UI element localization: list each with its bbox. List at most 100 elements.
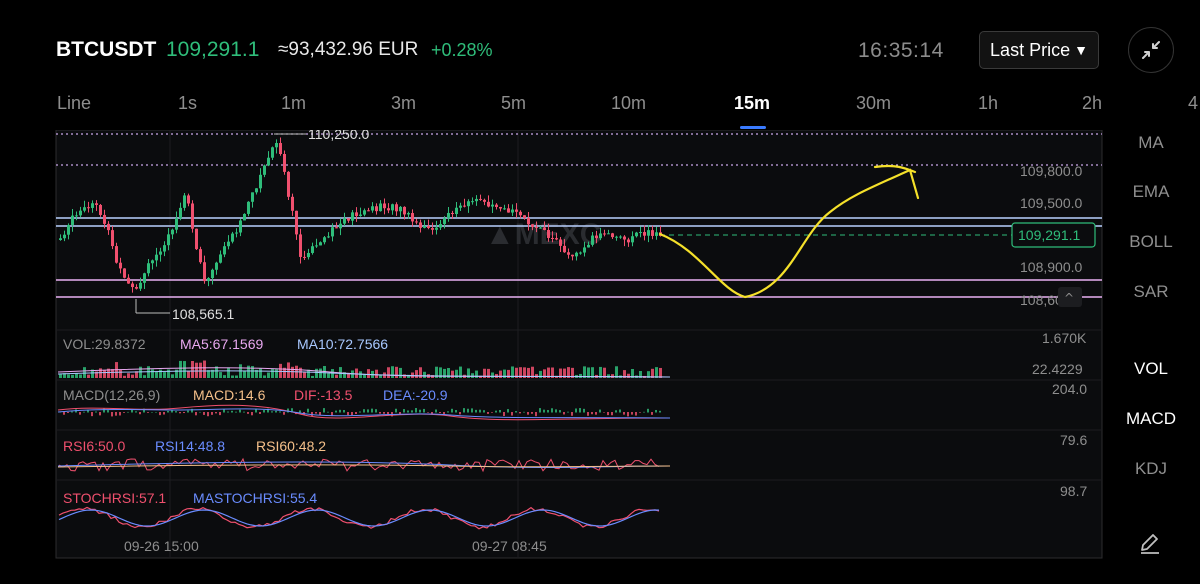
macd-bar — [147, 412, 149, 413]
macd-bar — [327, 411, 329, 413]
macd-bar — [555, 409, 557, 413]
price-source-dropdown[interactable]: Last Price ▼ — [979, 31, 1099, 69]
candle-body — [71, 215, 74, 225]
candle-body — [447, 212, 450, 219]
tab-1h[interactable]: 1h — [978, 93, 999, 113]
macd-bar — [399, 412, 401, 415]
indicator-ma[interactable]: MA — [1138, 133, 1164, 152]
candle-body — [227, 241, 230, 247]
macd-bar — [607, 412, 609, 416]
macd-bar — [591, 412, 593, 415]
candle-body — [627, 239, 630, 243]
candle-body — [215, 262, 218, 270]
macd-bar — [479, 409, 481, 413]
volume-bar — [395, 366, 398, 378]
macd-bar — [163, 412, 165, 415]
yellow-projection-drawing[interactable] — [658, 164, 920, 299]
candle-body — [623, 236, 626, 240]
volume-bar — [483, 368, 486, 378]
candle-body — [163, 245, 166, 252]
volume-bar — [127, 373, 130, 378]
candle-body — [323, 237, 326, 243]
volume-bar — [511, 366, 514, 378]
candle-body — [319, 242, 322, 246]
macd-bar — [331, 412, 333, 417]
macd-bar — [111, 412, 113, 417]
candle-body — [207, 278, 210, 282]
macd-bar — [507, 409, 509, 413]
indicator-ema[interactable]: EMA — [1132, 182, 1170, 201]
candle-body — [263, 165, 266, 175]
tab-30m[interactable]: 30m — [856, 93, 892, 113]
macd-bar — [91, 412, 93, 417]
macd-bar — [403, 409, 405, 413]
tab-10m[interactable]: 10m — [611, 93, 647, 113]
volume-bar — [647, 371, 650, 378]
macd-bar — [611, 412, 613, 416]
candlestick-chart[interactable]: ▲MEXC 110,250.0 108,565.1 109,800.0 109,… — [0, 130, 1110, 570]
macd-bar — [319, 412, 321, 416]
macd-bar — [439, 412, 441, 414]
volume-bar — [183, 361, 186, 378]
tab-5m[interactable]: 5m — [501, 93, 527, 113]
candle-body — [375, 206, 378, 212]
macd-bar — [315, 412, 317, 414]
candle-body — [351, 212, 354, 221]
volume-bar — [103, 370, 106, 378]
candle-body — [83, 207, 86, 211]
volume-bar — [219, 372, 222, 378]
macd-bar — [155, 411, 157, 413]
volume-bar — [659, 367, 662, 378]
indicator-vol[interactable]: VOL — [1133, 359, 1169, 378]
indicator-kdj[interactable]: KDJ — [1134, 459, 1168, 478]
volume-bar — [215, 366, 218, 378]
symbol-title[interactable]: BTCUSDT — [56, 38, 157, 61]
candle-body — [427, 226, 430, 229]
macd-bar — [99, 412, 101, 416]
candle-body — [143, 273, 146, 283]
candle-body — [147, 263, 150, 274]
candle-body — [203, 262, 206, 282]
tab-1s[interactable]: 1s — [178, 93, 198, 113]
chevron-down-icon: ▼ — [1074, 42, 1088, 58]
tab-3m[interactable]: 3m — [391, 93, 417, 113]
volume-bar — [291, 366, 294, 378]
macd-bar — [179, 412, 181, 414]
volume-bar — [419, 367, 422, 378]
macd-bar — [635, 412, 637, 416]
collapse-button[interactable] — [1128, 27, 1174, 73]
candle-body — [199, 249, 202, 263]
volume-bar — [327, 373, 330, 378]
volume-bar — [503, 369, 506, 378]
macd-bar — [275, 410, 277, 413]
macd-bar — [127, 411, 129, 413]
tab-15m[interactable]: 15m — [734, 93, 771, 113]
tab-2h[interactable]: 2h — [1082, 93, 1103, 113]
macd-bar — [291, 408, 293, 413]
indicator-macd[interactable]: MACD — [1125, 409, 1177, 428]
candle-body — [79, 210, 82, 216]
macd-bar — [287, 408, 289, 413]
volume-bar — [151, 369, 154, 378]
volume-bar — [515, 367, 518, 378]
volume-bar — [263, 375, 266, 378]
scroll-up-button[interactable] — [1058, 287, 1082, 307]
macd-bar — [579, 408, 581, 413]
candle-body — [495, 204, 498, 207]
candle-body — [611, 233, 614, 238]
volume-bar — [507, 369, 510, 378]
indicator-boll[interactable]: BOLL — [1129, 232, 1173, 251]
tab-line[interactable]: Line — [57, 93, 92, 113]
macd-bar — [167, 410, 169, 413]
volume-bar — [491, 372, 494, 378]
macd-bar — [255, 408, 257, 413]
macd-bar — [347, 412, 349, 416]
volume-bar — [111, 369, 114, 378]
tab-1m[interactable]: 1m — [281, 93, 307, 113]
edit-drawing-button[interactable] — [1137, 530, 1163, 561]
indicator-sar[interactable]: SAR — [1133, 282, 1169, 301]
volume-bar — [175, 369, 178, 378]
tab-4h[interactable]: 4 — [1188, 93, 1199, 113]
candle-body — [419, 222, 422, 228]
candle-body — [583, 247, 586, 253]
